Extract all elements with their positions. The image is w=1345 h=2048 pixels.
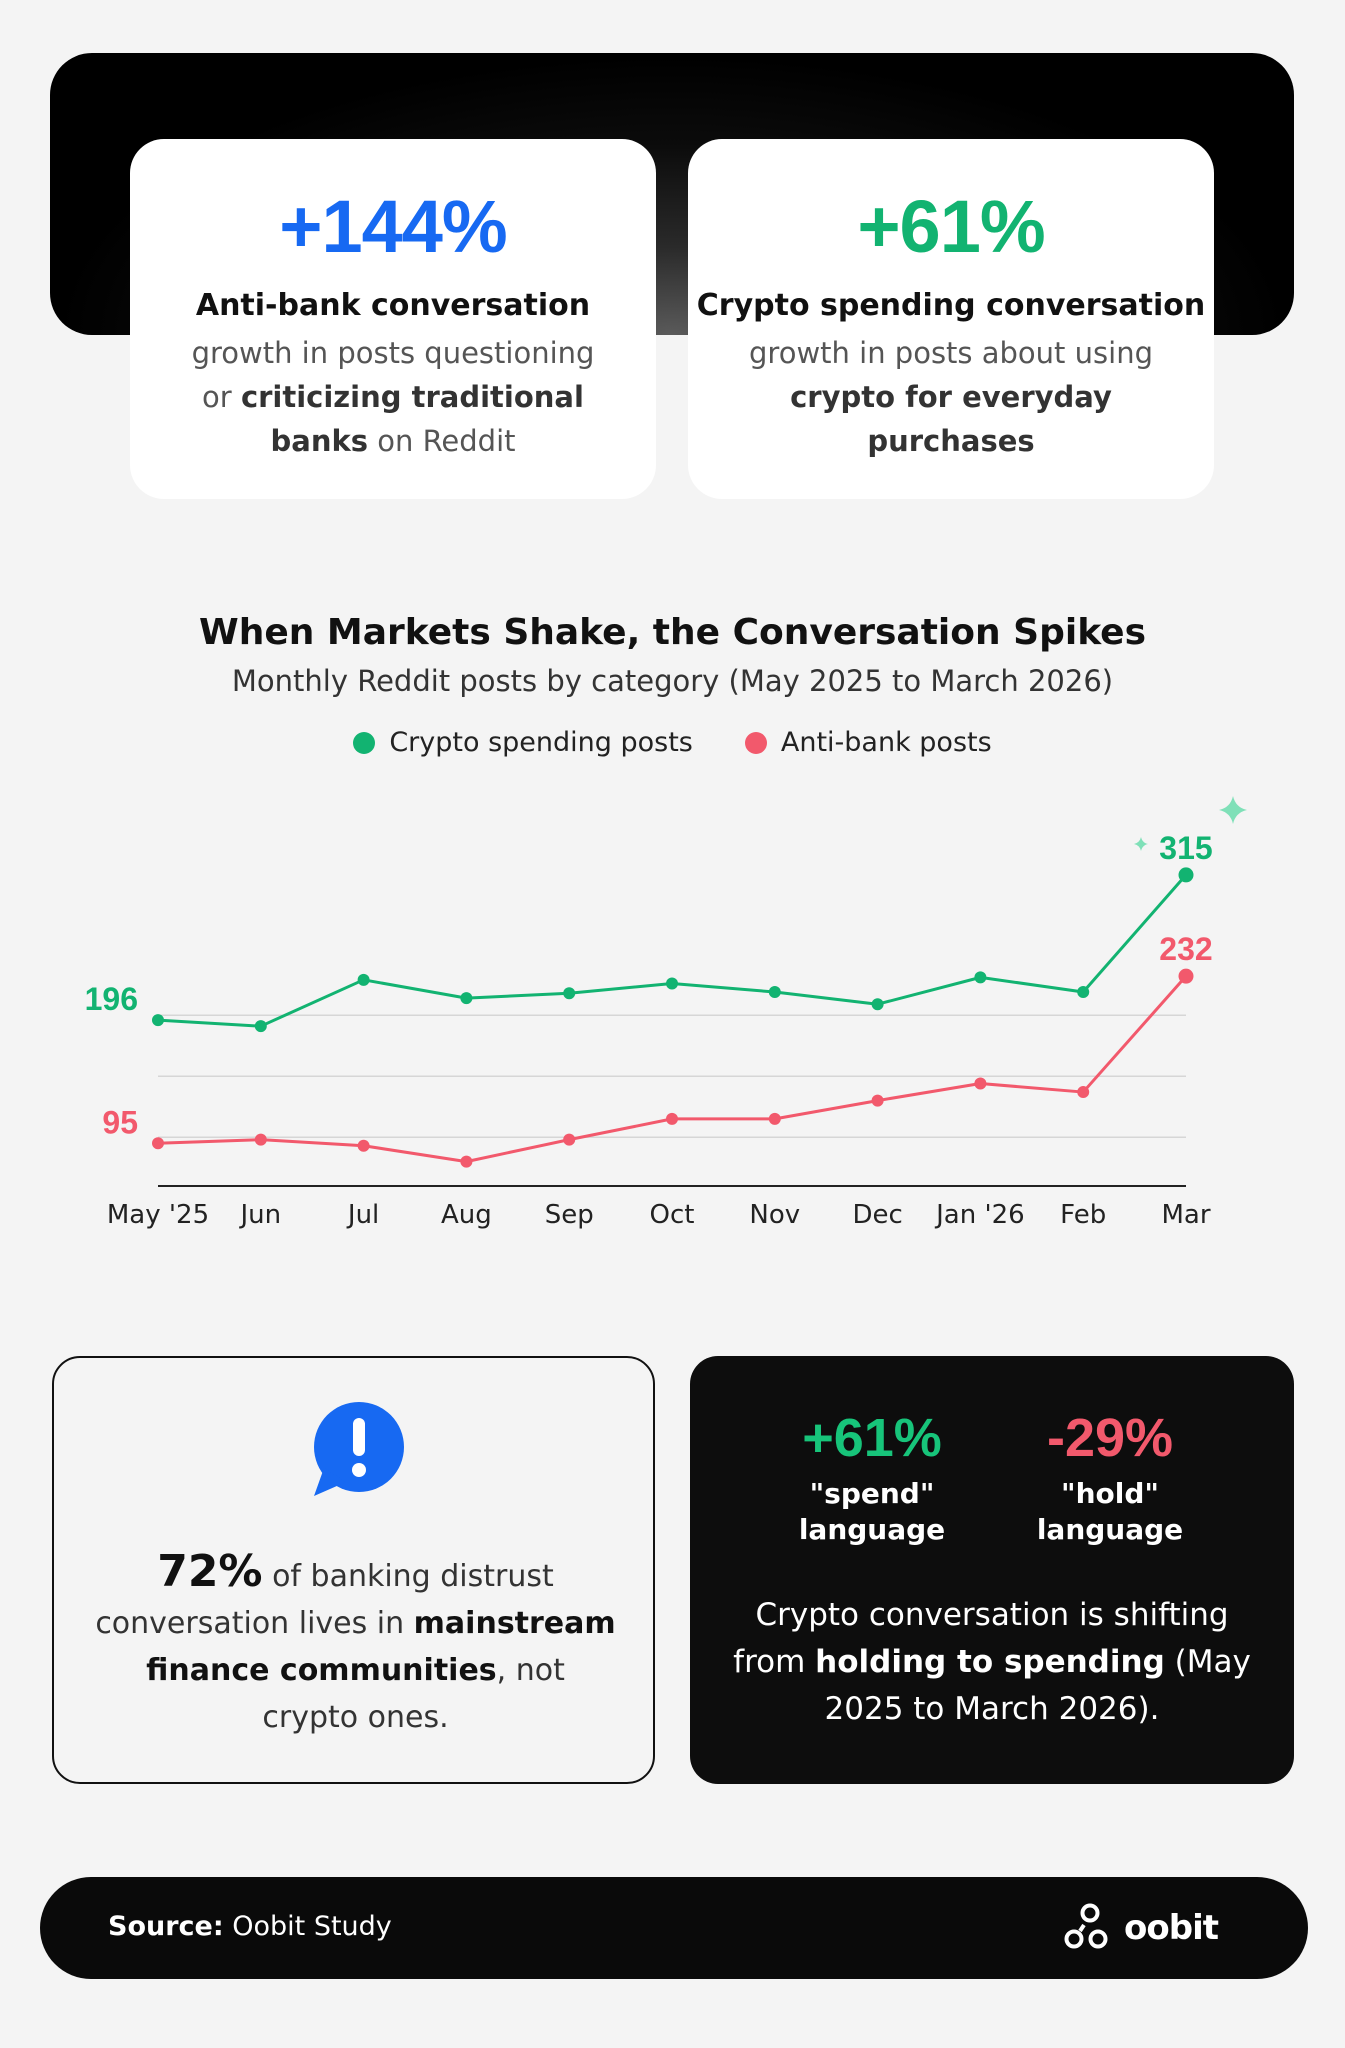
spend-stat: +61% "spend" language bbox=[772, 1408, 972, 1548]
data-point bbox=[974, 1077, 987, 1090]
chart-title: When Markets Shake, the Conversation Spi… bbox=[198, 612, 1147, 653]
data-point bbox=[563, 987, 576, 1000]
x-tick-label: Aug bbox=[441, 1200, 492, 1230]
spend-label: "spend" language bbox=[798, 1477, 946, 1546]
x-tick-label: Dec bbox=[852, 1200, 902, 1230]
sparkle-icon bbox=[1219, 796, 1247, 824]
data-point bbox=[666, 1112, 678, 1125]
x-tick-label: Feb bbox=[1060, 1200, 1106, 1230]
data-point bbox=[666, 977, 678, 990]
legend-dot-green bbox=[353, 731, 376, 754]
insight-text: 72% of banking distrust conversation liv… bbox=[95, 1546, 616, 1735]
legend-dot-red bbox=[744, 731, 767, 754]
legend-label: Anti-bank posts bbox=[780, 727, 992, 758]
x-tick-label: Mar bbox=[1161, 1200, 1210, 1230]
stat-description: growth in posts about using crypto for e… bbox=[749, 336, 1153, 458]
data-point bbox=[357, 1139, 370, 1152]
legend-label: Crypto spending posts bbox=[389, 727, 693, 758]
exclamation-bubble-icon bbox=[314, 1402, 404, 1496]
data-point bbox=[871, 998, 884, 1011]
data-point bbox=[357, 973, 370, 986]
x-tick-label: Oct bbox=[650, 1200, 695, 1230]
hold-value: -29% bbox=[1046, 1408, 1174, 1468]
data-point bbox=[152, 1137, 164, 1150]
spend-value: +61% bbox=[802, 1408, 942, 1468]
data-label: 232 bbox=[1159, 931, 1212, 967]
stat-card-anti-bank: +144% Anti-bank conversation growth in p… bbox=[130, 139, 656, 499]
legend-item-crypto: Crypto spending posts bbox=[353, 727, 693, 758]
data-point bbox=[871, 1094, 884, 1107]
data-point bbox=[254, 1133, 267, 1146]
x-tick-label: Sep bbox=[545, 1200, 594, 1230]
legend-item-anti-bank: Anti-bank posts bbox=[744, 727, 992, 758]
data-point bbox=[563, 1133, 576, 1146]
data-point bbox=[1178, 867, 1194, 883]
data-label: 95 bbox=[102, 1104, 138, 1140]
data-point bbox=[254, 1020, 267, 1033]
chart-legend: Crypto spending posts Anti-bank posts bbox=[0, 727, 1345, 758]
shift-text: Crypto conversation is shifting from hol… bbox=[733, 1597, 1251, 1727]
x-tick-label: May '25 bbox=[107, 1200, 209, 1230]
brand-logo: oobit bbox=[1064, 1903, 1219, 1953]
x-tick-label: Jul bbox=[346, 1200, 379, 1230]
oobit-logo-icon bbox=[1064, 1903, 1108, 1949]
shift-card: +61% "spend" language -29% "hold" langua… bbox=[690, 1356, 1294, 1784]
data-point bbox=[974, 971, 987, 984]
data-point bbox=[152, 1014, 164, 1027]
x-tick-label: Jan '26 bbox=[934, 1200, 1025, 1230]
source-text: Source: Oobit Study bbox=[108, 1911, 392, 1942]
x-tick-label: Nov bbox=[749, 1200, 800, 1230]
data-point bbox=[1077, 986, 1090, 999]
data-point bbox=[460, 1155, 473, 1168]
sparkle-icon bbox=[1134, 837, 1148, 851]
stat-description: growth in posts questioning or criticizi… bbox=[191, 336, 595, 458]
data-label: 196 bbox=[85, 981, 138, 1017]
stat-card-crypto-spending: +61% Crypto spending conversation growth… bbox=[688, 139, 1214, 499]
data-point bbox=[1178, 968, 1194, 984]
stat-value: +61% bbox=[857, 185, 1045, 268]
stat-value: +144% bbox=[279, 185, 507, 268]
hold-stat: -29% "hold" language bbox=[1010, 1408, 1210, 1548]
stat-title: Crypto spending conversation bbox=[696, 288, 1206, 323]
data-point bbox=[1077, 1086, 1090, 1099]
brand-name: oobit bbox=[1124, 1908, 1219, 1948]
data-point bbox=[768, 986, 781, 999]
series-line-0 bbox=[157, 873, 1188, 1028]
data-point bbox=[768, 1112, 781, 1125]
chart-subtitle: Monthly Reddit posts by category (May 20… bbox=[231, 664, 1114, 698]
line-chart: May '25 Jun Jul Aug Sep Oct Nov Dec Jan '26 Feb Ma… bbox=[85, 796, 1247, 1230]
data-label: 315 bbox=[1159, 830, 1212, 866]
x-tick-label: Jun bbox=[238, 1200, 281, 1230]
insight-card: 72% of banking distrust conversation liv… bbox=[52, 1356, 655, 1784]
data-point bbox=[460, 992, 473, 1005]
footer-bar: Source: Oobit Study oobit bbox=[40, 1877, 1308, 1979]
stat-title: Anti-bank conversation bbox=[195, 288, 591, 323]
hold-label: "hold" language bbox=[1036, 1477, 1184, 1546]
